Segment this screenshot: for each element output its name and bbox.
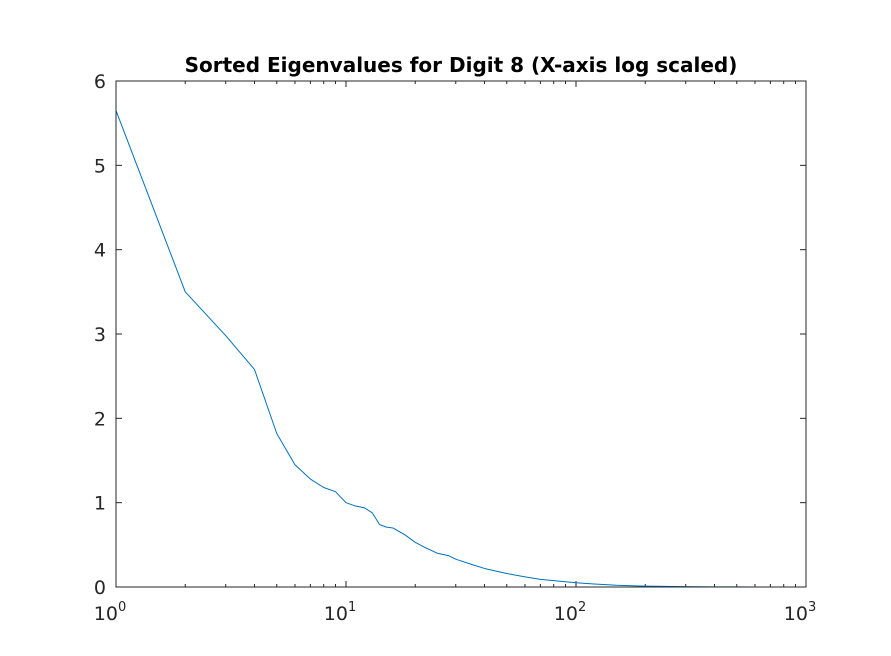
x-tick-label: 101 bbox=[324, 600, 356, 625]
y-tick-label: 0 bbox=[94, 577, 106, 599]
chart-title: Sorted Eigenvalues for Digit 8 (X-axis l… bbox=[185, 53, 738, 77]
x-tick-exponent: 3 bbox=[808, 600, 816, 615]
x-tick-label: 100 bbox=[94, 600, 126, 625]
axes-box bbox=[115, 80, 807, 588]
series-line-0 bbox=[115, 110, 782, 588]
x-tick-base: 10 bbox=[554, 603, 578, 625]
x-tick-base: 10 bbox=[784, 603, 808, 625]
y-tick-label: 3 bbox=[94, 324, 106, 346]
y-tick-label: 4 bbox=[94, 240, 106, 262]
y-tick-label: 2 bbox=[94, 408, 106, 430]
y-tick-label: 6 bbox=[94, 71, 106, 93]
x-tick-exponent: 1 bbox=[348, 600, 356, 615]
x-tick-label: 103 bbox=[784, 600, 816, 625]
x-tick-exponent: 0 bbox=[118, 600, 126, 615]
x-tick-exponent: 2 bbox=[578, 600, 586, 615]
y-tick-label: 5 bbox=[94, 155, 106, 177]
x-tick-label: 102 bbox=[554, 600, 586, 625]
x-tick-base: 10 bbox=[324, 603, 348, 625]
y-tick-label: 1 bbox=[94, 493, 106, 515]
x-tick-base: 10 bbox=[94, 603, 118, 625]
data-layer bbox=[115, 110, 782, 588]
plot-area bbox=[116, 81, 806, 587]
